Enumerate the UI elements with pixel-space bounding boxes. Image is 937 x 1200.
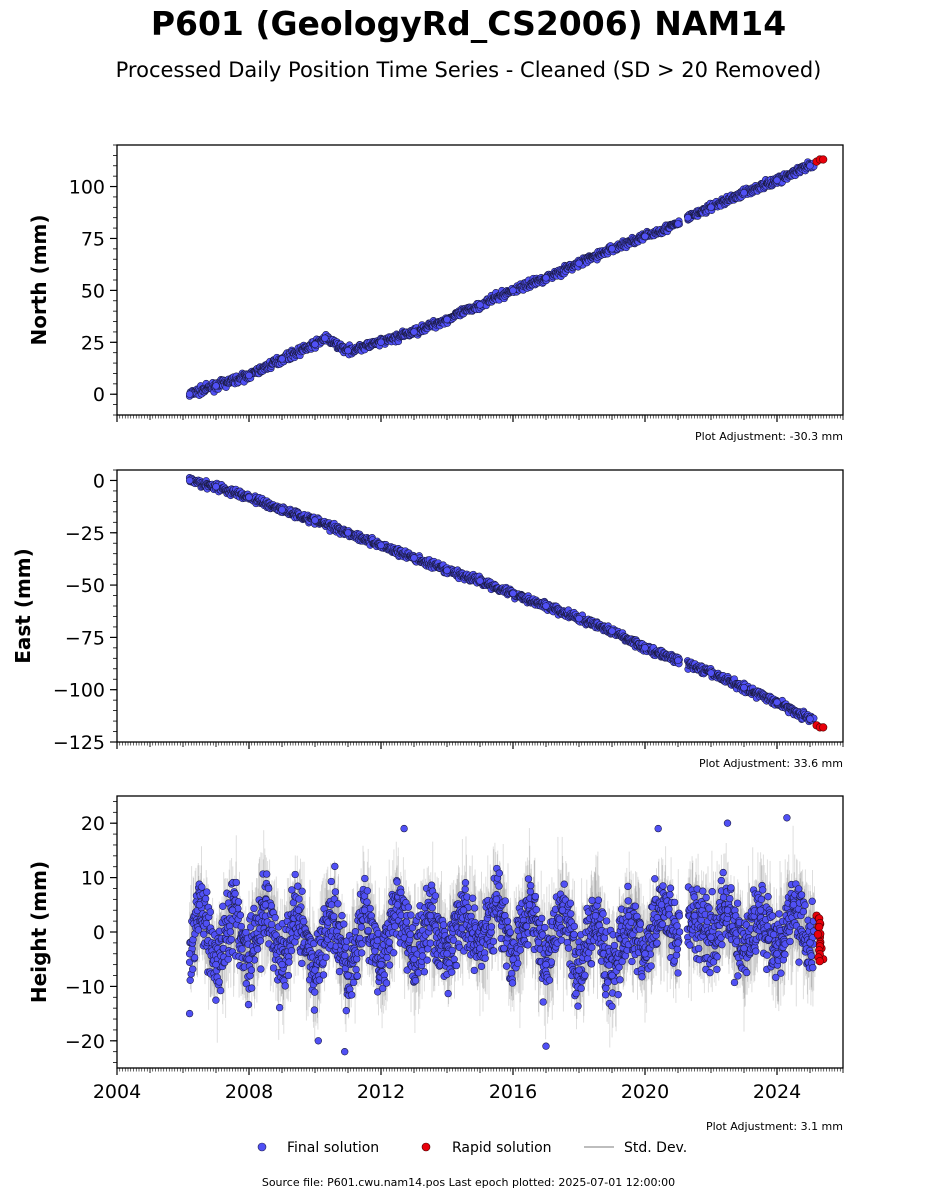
- final-point: [674, 656, 682, 665]
- final-point: [509, 286, 517, 295]
- final-solution-points: [185, 814, 818, 1056]
- final-point: [185, 390, 194, 398]
- final-point: [806, 715, 814, 723]
- final-point: [641, 232, 649, 241]
- y-tick-label: 50: [81, 280, 105, 302]
- east-panel: 0 −25 −50 −75 −100 −125 East (mm) Plot Adjustme…: [11, 469, 844, 770]
- final-point: [200, 930, 208, 938]
- rapid-solution-points: [812, 721, 828, 732]
- final-point: [773, 176, 781, 184]
- north-panel: 0 25 50 75 100 North (mm) Plot Adjustment: -30…: [27, 144, 844, 443]
- y-axis-label: East (mm): [11, 548, 35, 664]
- final-point: [185, 476, 194, 485]
- x-axis: [116, 415, 844, 422]
- final-point: [740, 683, 748, 692]
- plot-adjustment: Plot Adjustment: 33.6 mm: [699, 757, 843, 770]
- plot-frame: [116, 469, 844, 743]
- y-tick-label: 0: [93, 470, 105, 492]
- final-solution-points: [185, 474, 818, 726]
- final-point: [806, 162, 814, 170]
- y-tick-label: −100: [53, 680, 105, 702]
- final-point: [203, 888, 211, 896]
- final-point: [321, 334, 329, 342]
- y-tick-label: 25: [81, 332, 105, 354]
- final-point: [212, 483, 220, 491]
- final-point: [608, 245, 616, 253]
- final-point: [443, 315, 451, 324]
- final-point: [377, 338, 385, 346]
- y-tick-label: −75: [65, 627, 105, 649]
- final-point: [245, 371, 253, 380]
- plot-area: [185, 814, 828, 1056]
- final-point: [476, 301, 484, 309]
- final-point: [443, 566, 451, 575]
- plot-area: [185, 155, 828, 400]
- final-point: [773, 698, 781, 706]
- final-point: [740, 189, 748, 197]
- final-point: [344, 346, 352, 355]
- final-point: [575, 614, 583, 623]
- y-axis: 0 25 50 75 100: [69, 144, 117, 416]
- final-point: [201, 895, 210, 903]
- rapid-point: [819, 723, 828, 732]
- y-tick-label: 75: [81, 228, 105, 250]
- final-point: [674, 220, 682, 228]
- final-point: [189, 965, 197, 973]
- final-point: [278, 506, 286, 514]
- plot-frame: [116, 144, 844, 416]
- final-point: [212, 996, 220, 1004]
- plot-area: [185, 474, 828, 732]
- final-point: [311, 340, 319, 349]
- y-axis: 0 −25 −50 −75 −100 −125: [53, 469, 117, 754]
- final-point: [206, 908, 214, 916]
- final-point: [641, 644, 649, 652]
- final-point: [575, 259, 583, 268]
- y-tick-label: −25: [65, 523, 105, 545]
- final-point: [410, 554, 418, 562]
- y-axis-label: North (mm): [27, 214, 51, 345]
- final-point: [344, 529, 352, 537]
- final-point: [684, 214, 692, 222]
- final-point: [377, 541, 385, 549]
- final-point: [198, 883, 206, 891]
- x-axis: [116, 742, 844, 749]
- final-point: [410, 328, 418, 336]
- y-tick-label: −125: [53, 732, 105, 754]
- final-point: [476, 577, 484, 585]
- final-point: [311, 516, 319, 524]
- final-point: [542, 602, 550, 610]
- final-point: [608, 627, 616, 635]
- chart-subtitle: Processed Daily Position Time Series - C…: [115, 58, 822, 82]
- final-point: [509, 589, 517, 598]
- final-point: [190, 953, 199, 962]
- final-point: [212, 382, 220, 390]
- final-solution-points: [185, 158, 818, 400]
- final-point: [707, 203, 715, 211]
- final-point: [194, 926, 203, 934]
- rapid-solution-points: [812, 155, 828, 166]
- final-point: [278, 355, 286, 363]
- rapid-point: [819, 155, 828, 164]
- final-point: [707, 669, 715, 677]
- plot-adjustment: Plot Adjustment: -30.3 mm: [695, 430, 843, 443]
- chart-title: P601 (GeologyRd_CS2006) NAM14: [150, 4, 787, 43]
- y-tick-label: 100: [69, 177, 105, 199]
- final-point: [542, 274, 550, 282]
- final-point: [186, 976, 194, 984]
- final-point: [245, 493, 253, 501]
- y-tick-label: 0: [93, 384, 105, 406]
- y-tick-label: −50: [65, 575, 105, 597]
